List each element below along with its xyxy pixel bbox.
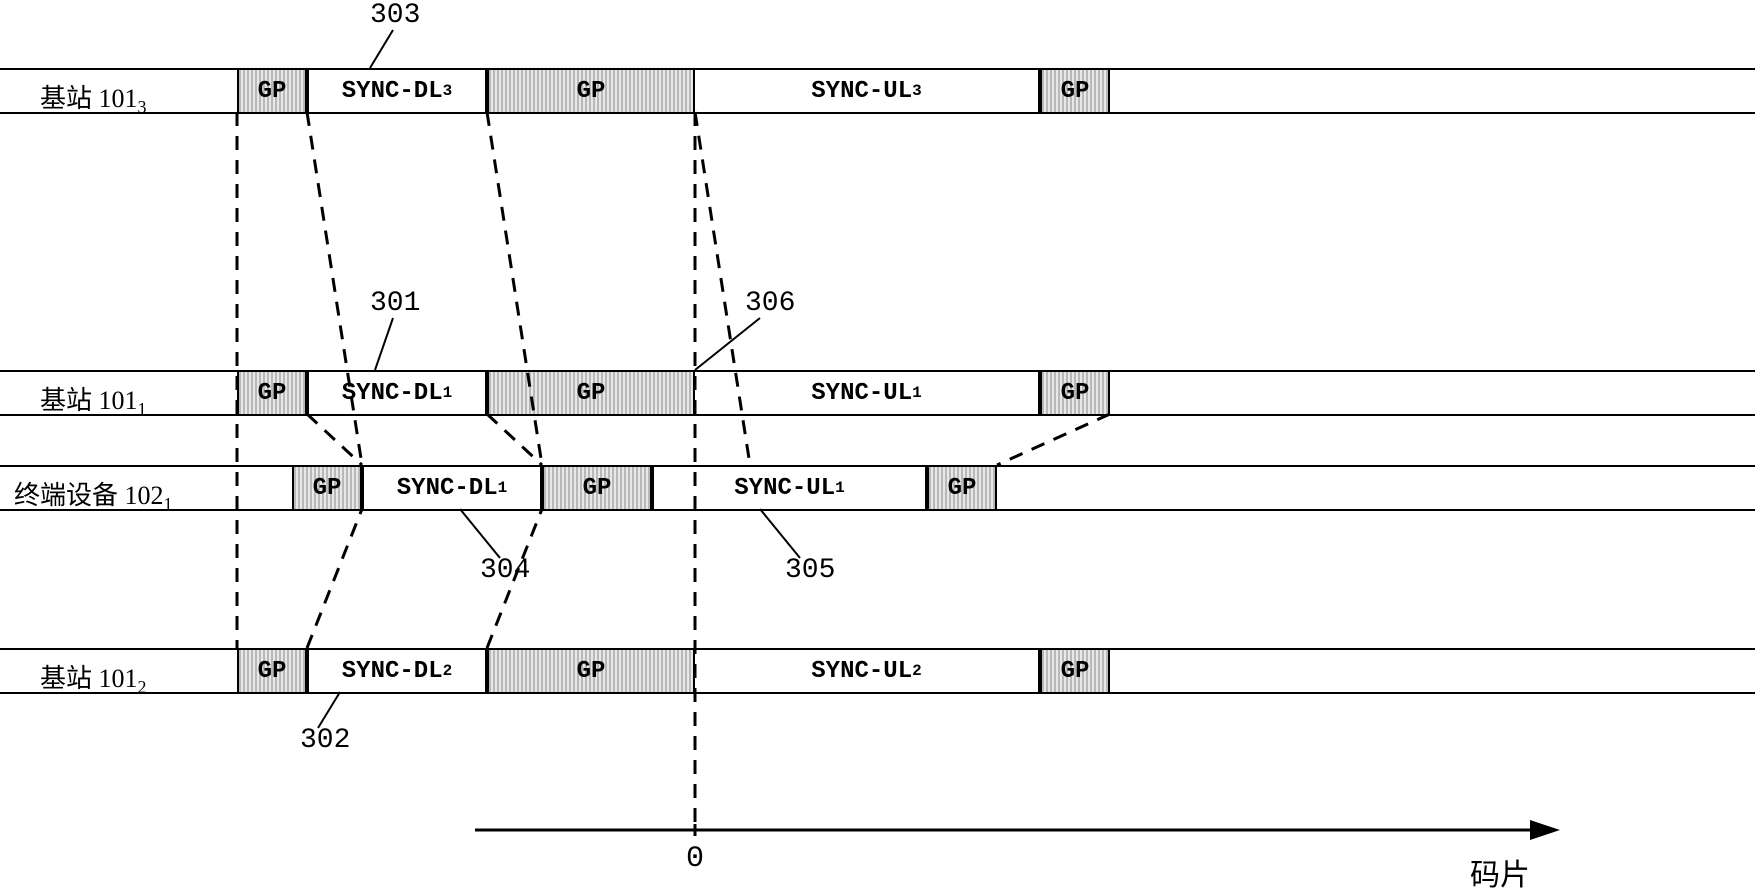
overlay-svg: [0, 0, 1755, 894]
bs1-gp2: GP: [487, 370, 695, 416]
tag-303: 303: [370, 0, 420, 31]
tag-302: 302: [300, 725, 350, 756]
bs2-sync-dl: SYNC-DL2: [307, 648, 487, 694]
bs3-gp2: GP: [487, 68, 695, 114]
bs3-gp3: GP: [1040, 68, 1110, 114]
bs3-sync-ul: SYNC-UL3: [695, 68, 1040, 114]
bs3-gp1: GP: [237, 68, 307, 114]
bs1-sync-ul: SYNC-UL1: [695, 370, 1040, 416]
ue1-sync-dl: SYNC-DL1: [362, 465, 542, 511]
ue1-gp2: GP: [542, 465, 652, 511]
label-bs3-sub: 3: [138, 97, 147, 117]
axis-zero: 0: [686, 842, 704, 876]
tag-304: 304: [480, 555, 530, 586]
bs2-gp3: GP: [1040, 648, 1110, 694]
tag-301: 301: [370, 288, 420, 319]
tag-306: 306: [745, 288, 795, 319]
label-bs2-text: 基站 101: [40, 664, 138, 693]
ue1-sync-ul: SYNC-UL1: [652, 465, 927, 511]
bs1-gp3: GP: [1040, 370, 1110, 416]
ue1-gp1: GP: [292, 465, 362, 511]
bs1-sync-dl: SYNC-DL1: [307, 370, 487, 416]
label-bs1-text: 基站 101: [40, 386, 138, 415]
label-ue1-sub: 1: [164, 494, 173, 514]
bs2-sync-ul: SYNC-UL2: [695, 648, 1040, 694]
label-ue1-text: 终端设备 102: [14, 481, 164, 510]
label-bs1-sub: 1: [138, 399, 147, 419]
tag-305: 305: [785, 555, 835, 586]
bs1-gp1: GP: [237, 370, 307, 416]
label-bs3-text: 基站 101: [40, 84, 138, 113]
ue1-gp3: GP: [927, 465, 997, 511]
label-bs2-sub: 2: [138, 677, 147, 697]
axis-chips: 码片: [1470, 850, 1530, 894]
bs2-gp1: GP: [237, 648, 307, 694]
bs2-gp2: GP: [487, 648, 695, 694]
bs3-sync-dl: SYNC-DL3: [307, 68, 487, 114]
